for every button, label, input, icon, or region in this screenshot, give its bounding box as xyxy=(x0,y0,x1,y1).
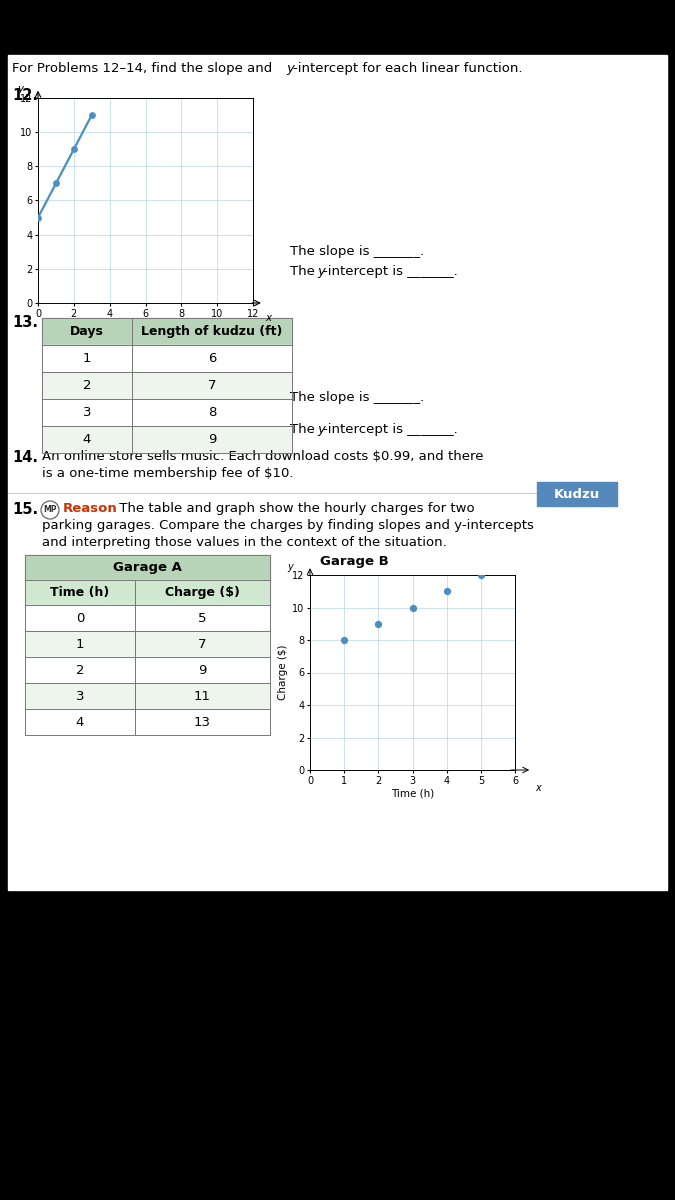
Bar xyxy=(537,482,617,506)
Text: 12.: 12. xyxy=(12,88,38,103)
Text: 14.: 14. xyxy=(12,450,38,464)
Text: x: x xyxy=(535,782,541,793)
Text: 0: 0 xyxy=(76,612,84,624)
Text: 4: 4 xyxy=(83,433,91,446)
Text: Days: Days xyxy=(70,325,104,338)
Text: y: y xyxy=(18,84,24,95)
Text: For Problems 12–14, find the slope and: For Problems 12–14, find the slope and xyxy=(12,62,277,74)
Text: The table and graph show the hourly charges for two: The table and graph show the hourly char… xyxy=(115,502,475,515)
Bar xyxy=(25,605,270,631)
Text: y: y xyxy=(286,62,294,74)
Text: 1: 1 xyxy=(76,637,84,650)
Bar xyxy=(25,709,270,734)
Text: 6: 6 xyxy=(208,352,216,365)
Text: The: The xyxy=(290,265,319,278)
Text: 3: 3 xyxy=(76,690,84,702)
Point xyxy=(339,630,350,649)
Text: x: x xyxy=(265,313,271,323)
Text: y: y xyxy=(287,562,293,572)
Point xyxy=(68,139,79,158)
Text: Garage A: Garage A xyxy=(113,560,182,574)
Point xyxy=(475,565,486,584)
Text: The: The xyxy=(290,422,319,436)
Bar xyxy=(42,372,292,398)
Text: -intercept is _______.: -intercept is _______. xyxy=(323,265,458,278)
Text: An online store sells music. Each download costs $0.99, and there: An online store sells music. Each downlo… xyxy=(42,450,483,463)
Text: -intercept for each linear function.: -intercept for each linear function. xyxy=(293,62,522,74)
Bar xyxy=(25,554,270,580)
Text: is a one-time membership fee of $10.: is a one-time membership fee of $10. xyxy=(42,467,294,480)
Text: 3: 3 xyxy=(83,406,91,419)
Point xyxy=(373,614,383,634)
Bar xyxy=(8,55,667,890)
Point xyxy=(86,106,97,125)
Text: Reason: Reason xyxy=(63,502,117,515)
Bar xyxy=(25,580,270,605)
Text: Garage B: Garage B xyxy=(320,554,389,568)
Bar xyxy=(25,683,270,709)
Text: 13.: 13. xyxy=(12,314,38,330)
Point xyxy=(51,174,61,193)
Bar xyxy=(25,631,270,658)
Text: 13: 13 xyxy=(194,715,211,728)
Text: 2: 2 xyxy=(83,379,91,392)
Text: 8: 8 xyxy=(208,406,216,419)
Point xyxy=(407,598,418,617)
Text: 7: 7 xyxy=(198,637,207,650)
Bar xyxy=(25,554,270,734)
Text: 7: 7 xyxy=(208,379,216,392)
Text: The slope is _______.: The slope is _______. xyxy=(290,390,425,403)
Text: and interpreting those values in the context of the situation.: and interpreting those values in the con… xyxy=(42,536,447,550)
Text: 1: 1 xyxy=(83,352,91,365)
Text: -intercept is _______.: -intercept is _______. xyxy=(323,422,458,436)
Text: y: y xyxy=(317,265,325,278)
Text: 9: 9 xyxy=(208,433,216,446)
Text: 5: 5 xyxy=(198,612,207,624)
Text: parking garages. Compare the charges by finding slopes and y-intercepts: parking garages. Compare the charges by … xyxy=(42,518,534,532)
Text: MP: MP xyxy=(43,505,57,515)
Bar xyxy=(42,426,292,452)
X-axis label: Time (h): Time (h) xyxy=(391,788,434,798)
Text: y: y xyxy=(317,422,325,436)
Text: 2: 2 xyxy=(76,664,84,677)
Text: Charge ($): Charge ($) xyxy=(165,586,240,599)
Text: 15.: 15. xyxy=(12,502,38,517)
Point xyxy=(32,208,43,227)
Text: Length of kudzu (ft): Length of kudzu (ft) xyxy=(141,325,283,338)
Bar xyxy=(42,398,292,426)
Text: 4: 4 xyxy=(76,715,84,728)
Text: Kudzu: Kudzu xyxy=(554,487,600,500)
Text: 11: 11 xyxy=(194,690,211,702)
Circle shape xyxy=(41,502,59,518)
Bar xyxy=(42,318,292,346)
Text: Time (h): Time (h) xyxy=(51,586,109,599)
Text: The slope is _______.: The slope is _______. xyxy=(290,245,425,258)
Y-axis label: Charge ($): Charge ($) xyxy=(278,644,288,701)
Bar xyxy=(25,658,270,683)
Bar xyxy=(42,346,292,372)
Point xyxy=(441,582,452,601)
Text: 9: 9 xyxy=(198,664,207,677)
Bar xyxy=(42,318,292,452)
